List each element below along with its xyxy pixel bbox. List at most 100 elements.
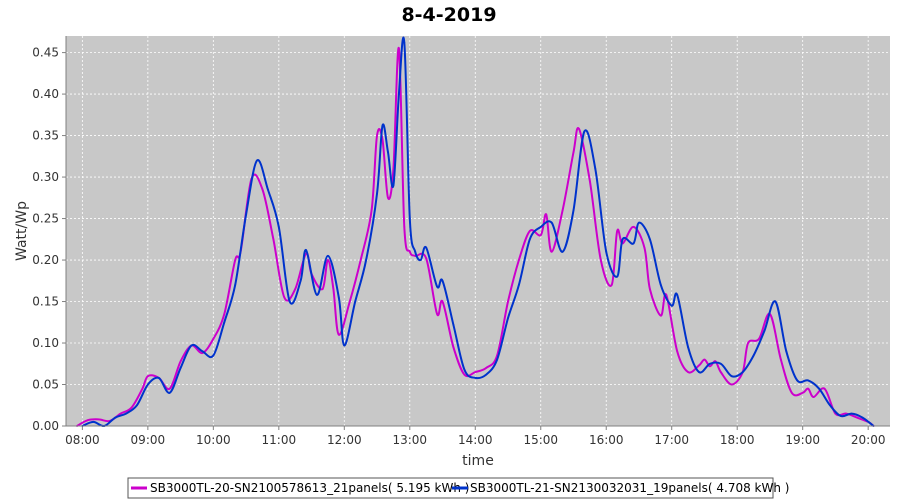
data-point bbox=[496, 358, 498, 361]
data-point bbox=[518, 259, 520, 261]
x-tick-label: 11:00 bbox=[262, 433, 297, 447]
data-point bbox=[327, 255, 329, 257]
data-point bbox=[518, 284, 520, 286]
plot-area bbox=[66, 36, 890, 426]
data-point bbox=[676, 294, 679, 296]
data-point bbox=[403, 41, 406, 44]
data-point bbox=[763, 329, 766, 332]
x-tick-label: 09:00 bbox=[131, 433, 166, 447]
data-point bbox=[147, 375, 149, 378]
data-point bbox=[698, 371, 700, 373]
data-point bbox=[703, 358, 706, 361]
data-point bbox=[474, 377, 477, 379]
data-point bbox=[709, 365, 711, 368]
data-point bbox=[550, 250, 553, 253]
data-point bbox=[539, 226, 542, 228]
x-tick-label: 08:00 bbox=[65, 433, 100, 447]
data-point bbox=[730, 375, 733, 378]
data-point bbox=[425, 257, 428, 260]
data-point bbox=[425, 246, 428, 249]
data-point bbox=[223, 313, 226, 315]
data-point bbox=[807, 379, 809, 382]
data-point bbox=[698, 364, 700, 367]
data-point bbox=[408, 250, 411, 253]
data-point bbox=[168, 391, 171, 394]
y-tick-label: 0.45 bbox=[32, 46, 59, 60]
data-point bbox=[168, 387, 171, 390]
data-point bbox=[780, 358, 782, 361]
data-point bbox=[485, 373, 488, 376]
data-point bbox=[141, 387, 144, 390]
x-tick-label: 15:00 bbox=[523, 433, 558, 447]
data-point bbox=[190, 344, 193, 347]
data-point bbox=[719, 362, 722, 365]
data-point bbox=[632, 242, 635, 245]
data-point bbox=[507, 317, 509, 319]
data-point bbox=[337, 333, 340, 336]
x-tick-label: 16:00 bbox=[589, 433, 624, 447]
x-tick-label: 12:00 bbox=[327, 433, 362, 447]
y-tick-label: 0.00 bbox=[32, 419, 59, 433]
data-point bbox=[463, 368, 466, 371]
x-tick-label: 17:00 bbox=[654, 433, 689, 447]
y-tick-label: 0.05 bbox=[32, 378, 59, 392]
data-point bbox=[245, 213, 248, 216]
x-tick-label: 19:00 bbox=[785, 433, 820, 447]
data-point bbox=[610, 284, 613, 286]
data-point bbox=[436, 285, 438, 288]
data-point bbox=[147, 383, 149, 386]
data-point bbox=[256, 159, 258, 162]
data-point bbox=[616, 275, 619, 278]
data-point bbox=[234, 284, 237, 286]
data-point bbox=[545, 213, 548, 216]
data-point bbox=[327, 259, 329, 261]
data-point bbox=[212, 354, 215, 357]
data-point bbox=[403, 226, 406, 228]
data-point bbox=[136, 404, 138, 407]
data-point bbox=[294, 288, 297, 290]
data-point bbox=[283, 296, 286, 299]
y-axis-ticks: 0.00 0.05 0.10 0.15 0.20 0.25 0.30 0.35 0.40 0.45 bbox=[32, 46, 66, 433]
legend: SB3000TL-20-SN2100578613_21panels( 5.195… bbox=[127, 477, 789, 499]
data-point bbox=[528, 230, 531, 232]
x-axis-label: time bbox=[462, 453, 494, 469]
data-point bbox=[392, 184, 395, 187]
data-point bbox=[441, 300, 444, 303]
data-point bbox=[676, 350, 679, 353]
data-point bbox=[452, 346, 455, 349]
x-tick-label: 18:00 bbox=[720, 433, 755, 447]
data-point bbox=[796, 379, 799, 382]
data-point bbox=[234, 259, 237, 261]
x-tick-label: 20:00 bbox=[851, 433, 886, 447]
data-point bbox=[850, 412, 853, 415]
data-point bbox=[223, 321, 226, 324]
data-point bbox=[752, 354, 755, 357]
data-point bbox=[790, 391, 793, 394]
legend-entry-2: SB3000TL-21-SN2130032031_19panels( 4.708… bbox=[470, 481, 789, 495]
y-tick-label: 0.30 bbox=[32, 170, 59, 184]
data-point bbox=[359, 259, 362, 261]
data-point bbox=[632, 226, 635, 228]
data-point bbox=[659, 284, 662, 286]
data-point bbox=[719, 371, 722, 373]
data-point bbox=[267, 188, 269, 191]
data-point bbox=[436, 313, 438, 315]
data-point bbox=[589, 180, 591, 183]
data-point bbox=[687, 346, 689, 349]
data-point bbox=[659, 314, 662, 317]
data-point bbox=[861, 416, 864, 419]
data-point bbox=[212, 338, 215, 340]
data-point bbox=[801, 391, 804, 394]
data-point bbox=[572, 151, 575, 154]
data-point bbox=[179, 360, 182, 363]
data-point bbox=[261, 188, 264, 191]
data-point bbox=[643, 246, 646, 249]
data-point bbox=[463, 373, 466, 376]
y-axis-label: Watt/Wp bbox=[14, 201, 30, 261]
data-point bbox=[829, 404, 831, 407]
data-point bbox=[578, 127, 580, 130]
y-tick-label: 0.25 bbox=[32, 212, 59, 226]
data-point bbox=[288, 300, 291, 303]
data-point bbox=[441, 279, 444, 282]
y-tick-label: 0.10 bbox=[32, 336, 59, 350]
